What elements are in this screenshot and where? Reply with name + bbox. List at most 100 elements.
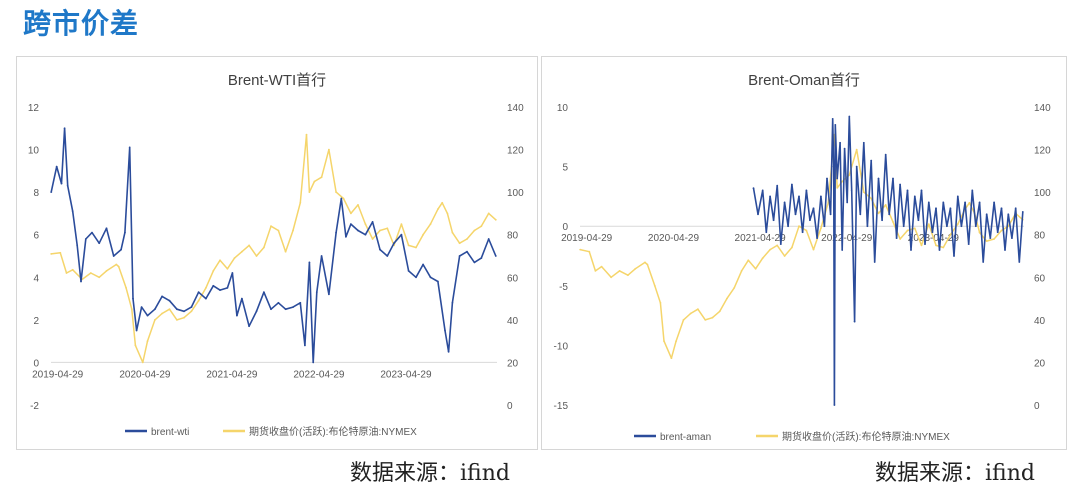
spread-point	[820, 195, 822, 198]
y-right-tick-label: 0	[1034, 401, 1040, 412]
spread-point	[444, 329, 446, 332]
price-point	[689, 312, 692, 315]
price-point	[718, 310, 721, 313]
price-point	[906, 229, 909, 232]
spread-point	[996, 231, 999, 234]
spread-point	[340, 197, 343, 200]
price-point	[466, 238, 468, 240]
spread-point	[1000, 207, 1003, 210]
price-point	[769, 248, 771, 251]
spread-point	[458, 255, 461, 257]
spread-point	[836, 177, 839, 180]
x-tick-label: 2021-04-29	[735, 233, 787, 244]
spread-point	[76, 244, 79, 247]
spread-point	[888, 213, 891, 216]
spread-point	[881, 219, 883, 222]
price-point	[313, 180, 316, 183]
spread-point	[841, 249, 844, 251]
price-point	[219, 259, 221, 262]
price-point	[263, 246, 265, 249]
price-point	[371, 238, 374, 240]
spread-point	[60, 182, 63, 185]
price-point	[197, 299, 200, 302]
legend-label: brent-aman	[660, 432, 711, 443]
legend-label: 期货收盘价(活跃):布伦特原油:NYMEX	[249, 425, 417, 438]
spread-point	[379, 248, 381, 251]
price-point	[168, 308, 171, 311]
spread-point	[833, 404, 836, 406]
spread-point	[1014, 207, 1017, 210]
price-point	[776, 244, 779, 247]
page-title: 跨市价差	[23, 7, 140, 40]
price-point	[978, 231, 981, 234]
price-point	[241, 250, 243, 253]
spread-point	[870, 159, 873, 162]
price-point	[935, 244, 937, 247]
price-point	[379, 229, 381, 232]
price-point	[308, 191, 311, 194]
spread-point	[949, 207, 952, 210]
price-point	[441, 201, 444, 204]
spread-point	[902, 225, 905, 228]
spread-point	[843, 147, 846, 150]
spread-point	[292, 306, 294, 308]
price-point	[429, 223, 432, 226]
spread-point	[853, 320, 856, 323]
price-point	[899, 238, 901, 240]
spread-point	[451, 301, 454, 304]
x-tick-label: 2019-04-29	[32, 369, 84, 380]
spread-point	[834, 124, 837, 126]
spread-point	[105, 227, 108, 230]
spread-point	[993, 201, 995, 204]
spread-point	[128, 146, 131, 149]
price-point	[386, 227, 389, 230]
spread-point	[985, 213, 988, 216]
price-point	[50, 253, 53, 255]
price-point	[644, 261, 646, 264]
price-point	[270, 225, 272, 228]
price-point	[726, 297, 728, 300]
spread-point	[437, 280, 439, 283]
spread-point	[1007, 213, 1010, 216]
spread-point	[805, 189, 808, 192]
spread-point	[855, 165, 858, 168]
price-point	[141, 361, 144, 364]
price-point	[292, 229, 294, 232]
x-tick-label: 2021-04-29	[206, 369, 258, 380]
price-point	[480, 225, 483, 228]
price-point	[942, 246, 945, 249]
spread-point	[956, 195, 959, 198]
price-point	[1000, 229, 1003, 232]
price-point	[89, 272, 92, 274]
spread-point	[848, 115, 851, 118]
spread-point	[823, 225, 826, 228]
price-point	[183, 316, 185, 319]
series-line-spread	[50, 127, 497, 364]
spread-point	[1004, 249, 1006, 251]
y-left-tick-label: 10	[28, 146, 40, 157]
price-point	[105, 270, 108, 272]
spread-point	[487, 238, 490, 240]
y-right-tick-label: 140	[1034, 103, 1051, 114]
spread-point	[480, 257, 483, 259]
spread-point	[752, 187, 755, 190]
price-point	[841, 180, 844, 183]
price-point	[663, 340, 665, 342]
price-point	[328, 148, 330, 151]
spread-point	[50, 191, 53, 194]
price-point	[473, 229, 476, 232]
y-right-tick-label: 140	[507, 103, 524, 114]
spread-point	[248, 325, 251, 328]
spread-point	[429, 276, 432, 279]
spread-point	[315, 291, 318, 294]
spread-point	[335, 231, 337, 234]
y-right-tick-label: 80	[507, 231, 519, 242]
price-point	[697, 308, 699, 311]
legend-label: 期货收盘价(活跃):布伦特原油:NYMEX	[782, 430, 950, 443]
price-point	[836, 187, 839, 189]
price-point	[646, 263, 649, 266]
spread-point	[154, 308, 156, 311]
spread-point	[277, 301, 280, 304]
y-right-tick-label: 60	[1034, 273, 1046, 284]
spread-point	[312, 361, 315, 364]
